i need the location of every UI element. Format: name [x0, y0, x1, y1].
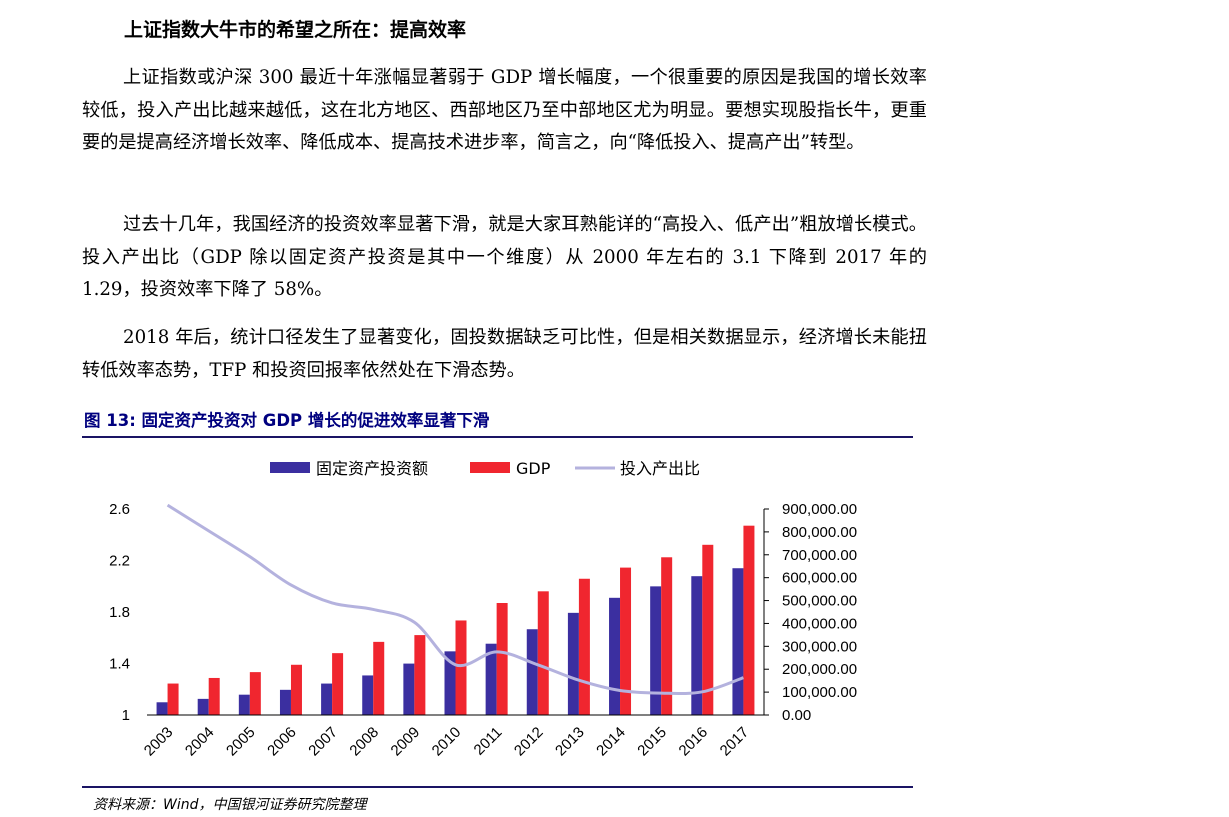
right-tick-label: 200,000.00	[782, 661, 857, 678]
investment-bar	[567, 612, 579, 715]
investment-bar	[444, 651, 456, 715]
gdp-bar	[414, 635, 426, 715]
right-tick-label: 800,000.00	[782, 524, 857, 541]
gdp-bar	[332, 653, 344, 715]
investment-bar	[609, 597, 621, 715]
left-tick-label: 1	[122, 707, 130, 724]
x-tick-label: 2013	[552, 724, 588, 760]
investment-bar	[403, 663, 415, 715]
x-tick-label: 2015	[634, 724, 670, 760]
x-tick-label: 2010	[429, 724, 465, 760]
right-tick-label: 400,000.00	[782, 615, 857, 632]
right-tick-label: 300,000.00	[782, 638, 857, 655]
investment-bar	[485, 643, 497, 715]
investment-bar	[650, 586, 662, 715]
gdp-bar	[373, 641, 385, 715]
x-tick-label: 2012	[511, 724, 547, 760]
left-tick-label: 1.4	[109, 656, 130, 673]
gdp-bar	[743, 525, 755, 715]
gdp-bar	[208, 677, 220, 715]
investment-bar	[238, 694, 250, 715]
x-tick-label: 2009	[388, 724, 424, 760]
x-tick-label: 2011	[471, 724, 506, 759]
x-tick-label: 2003	[141, 724, 177, 760]
gdp-bar	[290, 664, 302, 715]
x-tick-label: 2004	[182, 724, 218, 760]
gdp-bar	[620, 567, 632, 715]
paragraph-2: 过去十几年，我国经济的投资效率显著下滑，就是大家耳熟能详的“高投入、低产出”粗放…	[82, 214, 927, 300]
figure-bottom-rule	[82, 786, 913, 788]
right-tick-label: 900,000.00	[782, 501, 857, 518]
right-tick-label: 0.00	[782, 707, 811, 724]
x-tick-label: 2005	[223, 724, 259, 760]
investment-bar	[362, 675, 374, 715]
left-tick-label: 2.2	[109, 553, 130, 570]
figure-title: 图 13: 固定资产投资对 GDP 增长的促进效率显著下滑	[84, 411, 490, 430]
investment-bar	[279, 689, 291, 715]
legend-swatch-investment	[270, 462, 310, 473]
x-tick-label: 2016	[676, 724, 712, 760]
paragraph-3: 2018 年后，统计口径发生了显著变化，固投数据缺乏可比性，但是相关数据显示，经…	[82, 327, 927, 381]
left-tick-label: 1.8	[109, 604, 130, 621]
x-tick-label: 2006	[264, 724, 300, 760]
gdp-bar	[496, 603, 508, 715]
legend-label-ratio: 投入产出比	[620, 459, 700, 478]
source-note: 资料来源：Wind，中国银河证券研究院整理	[93, 797, 367, 813]
gdp-bar	[249, 672, 261, 715]
right-tick-label: 700,000.00	[782, 547, 857, 564]
ratio-line	[166, 503, 744, 696]
paragraph-1: 上证指数或沪深 300 最近十年涨幅显著弱于 GDP 增长幅度，一个很重要的原因…	[82, 67, 927, 153]
legend-label-gdp: GDP	[516, 459, 551, 478]
gdp-bar	[578, 578, 590, 715]
x-tick-label: 2017	[717, 724, 753, 760]
gdp-bar	[702, 544, 714, 715]
legend-label-investment: 固定资产投资额	[316, 459, 428, 478]
gdp-bar	[661, 557, 673, 715]
left-tick-label: 2.6	[109, 501, 130, 518]
x-tick-label: 2014	[593, 724, 629, 760]
right-tick-label: 100,000.00	[782, 684, 857, 701]
investment-bar	[197, 698, 209, 715]
investment-bar	[526, 629, 538, 715]
right-tick-label: 500,000.00	[782, 593, 857, 610]
investment-bar	[691, 576, 703, 715]
x-tick-label: 2007	[305, 724, 341, 760]
gdp-bar	[167, 683, 179, 715]
legend-swatch-gdp	[470, 462, 510, 473]
x-tick-label: 2008	[346, 724, 382, 760]
gdp-bar	[537, 591, 549, 715]
figure-top-rule	[82, 436, 913, 438]
right-tick-label: 600,000.00	[782, 570, 857, 587]
gdp-bar	[455, 620, 467, 715]
section-heading: 上证指数大牛市的希望之所在：提高效率	[124, 19, 467, 41]
investment-bar	[321, 683, 333, 715]
investment-bar	[732, 568, 744, 715]
investment-bar	[156, 702, 168, 715]
